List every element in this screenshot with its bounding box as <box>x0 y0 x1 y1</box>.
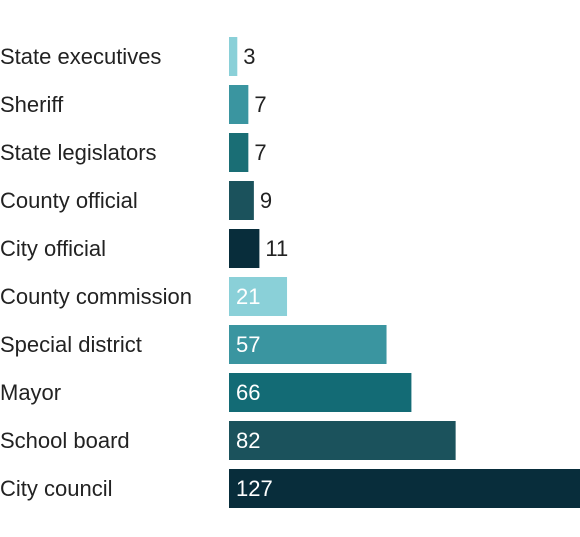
value-label-state-legislators: 7 <box>254 140 266 165</box>
value-label-school-board: 82 <box>236 428 260 453</box>
category-label-sheriff: Sheriff <box>0 92 64 117</box>
bar-state-legislators <box>229 133 249 172</box>
value-label-mayor: 66 <box>236 380 260 405</box>
category-label-city-official: City official <box>0 236 106 261</box>
category-label-city-council: City council <box>0 476 112 501</box>
bar-city-official <box>229 229 260 268</box>
value-label-special-district: 57 <box>236 332 260 357</box>
category-label-county-official: County official <box>0 188 138 213</box>
bar-special-district <box>229 325 387 364</box>
bar-sheriff <box>229 85 249 124</box>
bar-mayor <box>229 373 412 412</box>
bar-school-board <box>229 421 456 460</box>
category-label-special-district: Special district <box>0 332 142 357</box>
bar-city-council <box>229 469 580 508</box>
category-label-state-legislators: State legislators <box>0 140 157 165</box>
bar-county-commission <box>229 277 288 316</box>
category-label-mayor: Mayor <box>0 380 61 405</box>
value-label-city-council: 127 <box>236 476 273 501</box>
value-label-sheriff: 7 <box>254 92 266 117</box>
bar-county-official <box>229 181 254 220</box>
category-label-school-board: School board <box>0 428 130 453</box>
bars-group: State executives 3 Sheriff 7 State legislato… <box>0 37 580 508</box>
bar-state-executives <box>229 37 238 76</box>
value-label-city-official: 11 <box>265 236 288 261</box>
value-label-state-executives: 3 <box>243 44 255 69</box>
category-label-state-executives: State executives <box>0 44 161 69</box>
category-label-county-commission: County commission <box>0 284 192 309</box>
value-label-county-commission: 21 <box>236 284 260 309</box>
value-label-county-official: 9 <box>260 188 272 213</box>
